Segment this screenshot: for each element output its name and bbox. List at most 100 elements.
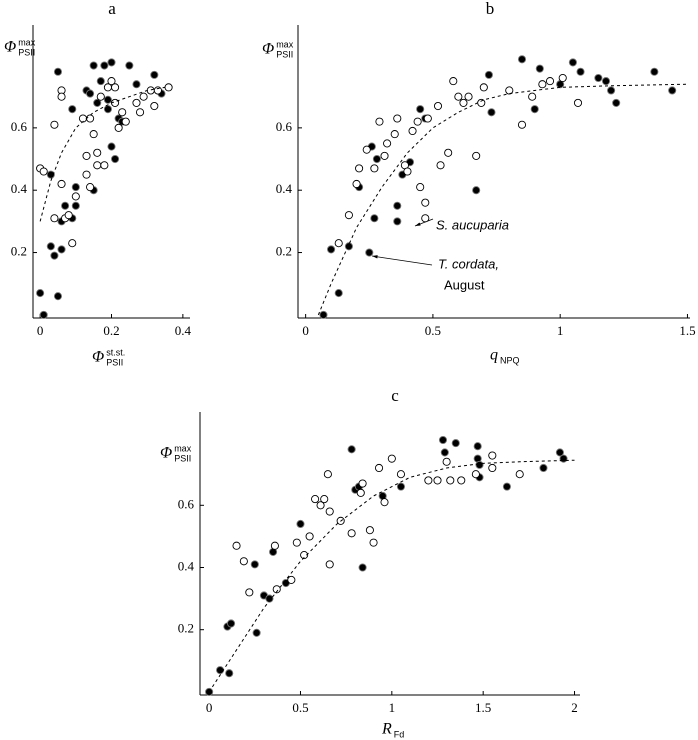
open-point bbox=[93, 148, 102, 157]
open-point bbox=[479, 83, 488, 92]
open-point bbox=[355, 164, 364, 173]
filled-point bbox=[594, 73, 603, 83]
open-point bbox=[390, 130, 399, 139]
filled-point bbox=[440, 448, 449, 457]
open-point bbox=[416, 183, 425, 192]
axis-label-symbol: R bbox=[381, 721, 392, 738]
filled-point bbox=[365, 248, 374, 257]
open-point bbox=[362, 145, 371, 154]
axis-label-sub: PSII bbox=[18, 47, 35, 57]
axis-label-sub: PSII bbox=[276, 49, 293, 59]
open-point bbox=[150, 101, 159, 111]
filled-point bbox=[358, 563, 367, 572]
filled-point bbox=[650, 67, 659, 76]
open-point bbox=[57, 92, 66, 101]
filled-point bbox=[103, 105, 112, 114]
open-point bbox=[311, 495, 320, 504]
open-point bbox=[387, 454, 396, 463]
open-point bbox=[118, 108, 127, 117]
open-point bbox=[316, 501, 325, 510]
filled-point bbox=[68, 105, 77, 114]
open-point bbox=[347, 529, 356, 538]
filled-point bbox=[451, 439, 460, 448]
filled-point bbox=[555, 448, 564, 457]
axis-label-symbol: Φ bbox=[4, 39, 16, 56]
open-point bbox=[86, 114, 95, 123]
axis-label-symbol: Φ bbox=[92, 349, 104, 366]
filled-point bbox=[103, 95, 112, 104]
open-point bbox=[421, 198, 430, 207]
open-point bbox=[153, 86, 162, 95]
filled-point bbox=[227, 619, 236, 628]
filled-point bbox=[484, 70, 493, 79]
filled-point bbox=[668, 86, 677, 95]
filled-point bbox=[396, 482, 406, 491]
open-point bbox=[356, 488, 365, 497]
axis-label-symbol: Φ bbox=[160, 445, 172, 462]
open-point bbox=[358, 479, 367, 488]
filled-point bbox=[535, 64, 544, 73]
open-point bbox=[107, 77, 116, 86]
open-point bbox=[245, 588, 254, 597]
x-tick-label: 0.5 bbox=[292, 700, 308, 715]
filled-point bbox=[61, 201, 70, 210]
filled-point bbox=[372, 154, 381, 164]
filled-point bbox=[530, 105, 539, 114]
filled-point bbox=[125, 61, 134, 70]
annotation: S. aucuparia bbox=[436, 217, 509, 232]
open-point bbox=[132, 98, 141, 107]
filled-point bbox=[576, 67, 585, 76]
filled-point bbox=[319, 310, 328, 319]
axis-label-sup: max bbox=[18, 37, 36, 47]
filled-point bbox=[539, 463, 548, 473]
open-point bbox=[424, 476, 433, 485]
open-point bbox=[433, 101, 443, 111]
open-point bbox=[449, 77, 458, 86]
open-point bbox=[82, 151, 91, 160]
filled-point bbox=[347, 445, 356, 454]
y-tick-label: 0.4 bbox=[11, 181, 28, 196]
filled-point bbox=[46, 170, 55, 179]
open-point bbox=[93, 161, 102, 170]
open-point bbox=[57, 179, 66, 189]
open-point bbox=[488, 463, 497, 473]
open-point bbox=[528, 92, 537, 101]
open-point bbox=[86, 183, 95, 192]
filled-point bbox=[607, 86, 616, 95]
axis-label-sub: NPQ bbox=[500, 355, 520, 365]
open-point bbox=[82, 170, 91, 179]
filled-point bbox=[107, 142, 116, 151]
filled-point bbox=[327, 245, 336, 254]
x-tick-label: 2 bbox=[571, 700, 578, 715]
x-tick-label: 1 bbox=[557, 323, 564, 338]
filled-point bbox=[86, 89, 95, 98]
filled-point bbox=[438, 435, 448, 445]
open-point bbox=[121, 117, 130, 126]
axis-label-sub: PSII bbox=[174, 453, 191, 463]
panel-title: c bbox=[391, 386, 399, 405]
panel-title: b bbox=[486, 0, 495, 18]
open-point bbox=[436, 161, 445, 170]
open-point bbox=[39, 167, 48, 176]
open-point bbox=[369, 538, 378, 547]
x-tick-label: 1.5 bbox=[679, 323, 695, 338]
filled-point bbox=[100, 61, 109, 70]
filled-point bbox=[344, 242, 353, 251]
x-tick-label: 0.5 bbox=[425, 323, 441, 338]
filled-point bbox=[46, 242, 55, 251]
x-tick-label: 0.4 bbox=[175, 323, 192, 338]
open-point bbox=[50, 120, 59, 129]
open-point bbox=[505, 86, 514, 95]
annotation: T. cordata, bbox=[438, 256, 499, 271]
filled-point bbox=[71, 201, 80, 210]
x-tick-label: 1.5 bbox=[475, 700, 491, 715]
filled-point bbox=[50, 251, 59, 260]
open-point bbox=[287, 575, 296, 584]
filled-point bbox=[132, 80, 141, 89]
filled-point bbox=[472, 186, 481, 195]
filled-point bbox=[53, 67, 63, 76]
filled-point bbox=[107, 58, 116, 67]
open-point bbox=[100, 161, 109, 170]
filled-point bbox=[568, 58, 577, 67]
